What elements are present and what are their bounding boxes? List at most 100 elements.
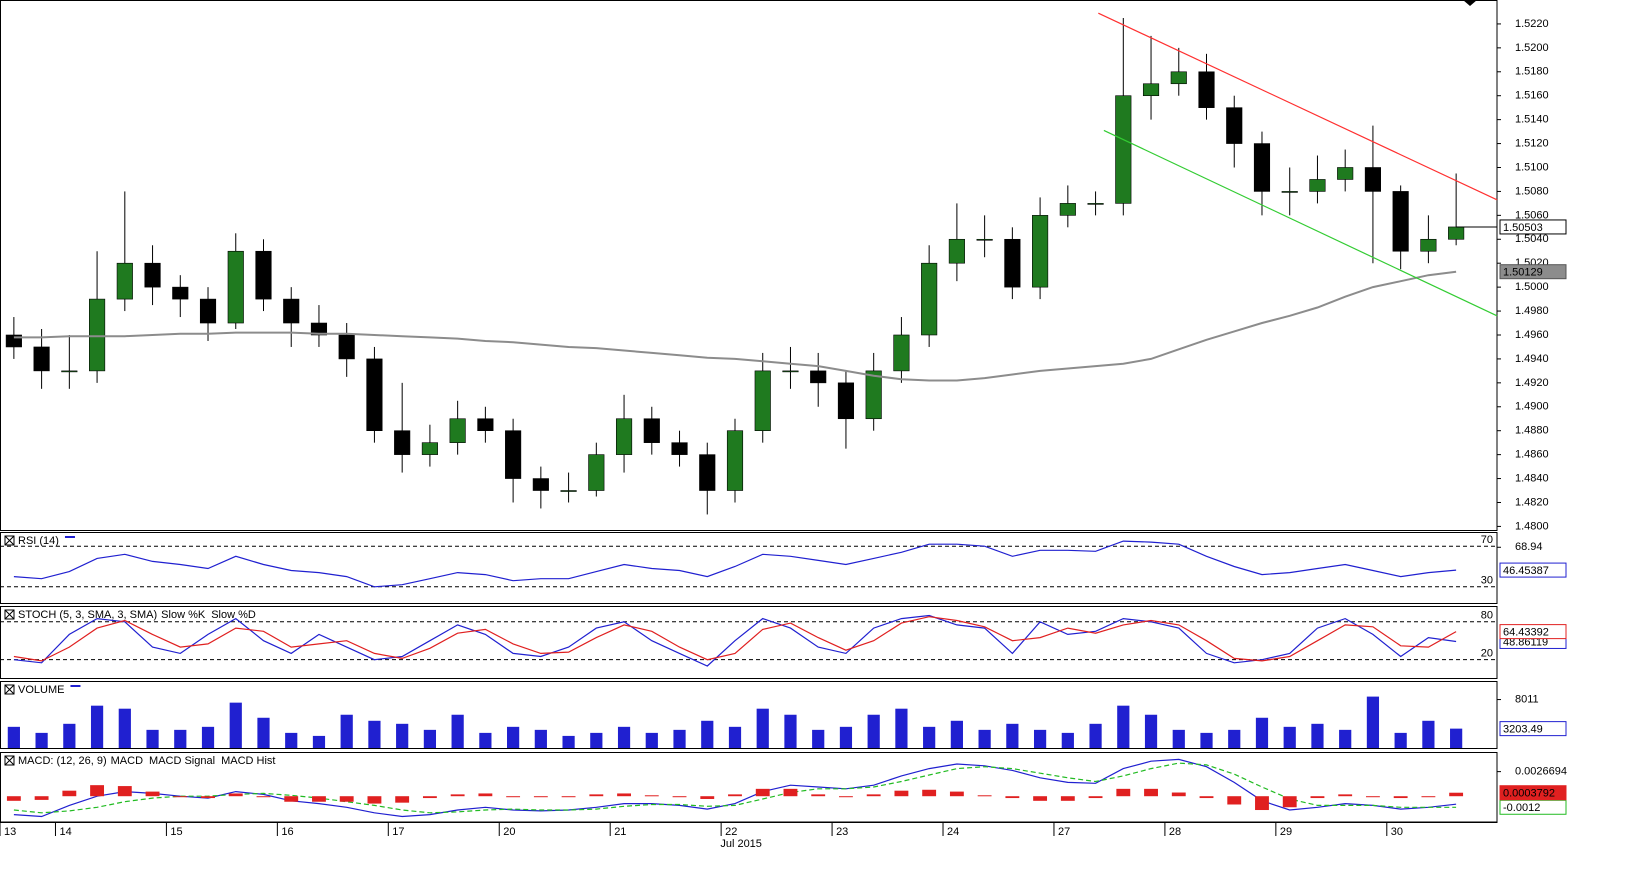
volume-bar — [1172, 729, 1185, 748]
volume-bar — [90, 705, 104, 748]
candle-body — [1337, 167, 1354, 180]
y-tick-label: 0.0026694 — [1515, 766, 1567, 778]
hist-bar — [256, 796, 271, 798]
x-tick-label: 24 — [947, 826, 959, 838]
hist-bar — [894, 790, 909, 797]
hist-bar — [922, 789, 937, 797]
y-tick-label: 1.4940 — [1515, 353, 1549, 365]
y-tick-label: 8011 — [1515, 693, 1539, 705]
y-tick-label: 1.5120 — [1515, 137, 1549, 149]
indicator-line — [13, 540, 1457, 588]
volume-bar — [1394, 732, 1407, 748]
hist-bar — [1282, 796, 1297, 808]
legend-entry: MACD Hist — [221, 755, 275, 767]
volume-bar — [257, 717, 270, 748]
volume-bar — [1255, 717, 1269, 748]
hist-bar — [1338, 794, 1353, 797]
x-tick-label: 28 — [1169, 826, 1181, 838]
hist-bar — [728, 794, 742, 797]
hist-bar — [700, 796, 715, 799]
x-tick-label: 29 — [1280, 826, 1292, 838]
y-tick-label: 1.5000 — [1515, 281, 1549, 293]
y-tick-label: 1.4860 — [1515, 449, 1549, 461]
candle-body — [1448, 226, 1465, 240]
volume-bar — [839, 726, 853, 748]
candle-body — [116, 262, 133, 300]
y-tick-label: 1.4900 — [1515, 401, 1549, 413]
x-tick-label: 14 — [59, 826, 71, 838]
scroll-marker — [1463, 0, 1477, 6]
candle-body — [1087, 203, 1104, 205]
level-label: 80 — [1481, 610, 1493, 622]
hist-bar — [228, 793, 243, 797]
value-box — [1499, 785, 1567, 801]
candle-body — [89, 298, 106, 372]
x-tick-label: 23 — [836, 826, 848, 838]
candle-body — [1115, 95, 1132, 204]
candle-body — [1170, 71, 1187, 85]
moving-average — [13, 270, 1457, 382]
volume-bar — [617, 726, 631, 748]
candle-body — [1142, 83, 1160, 97]
volume-bar — [895, 708, 908, 748]
volume-bar — [479, 732, 492, 748]
volume-bar — [1061, 732, 1074, 748]
hist-bar — [1144, 788, 1158, 797]
panel-title: VOLUME — [18, 684, 64, 696]
y-tick-label: 1.5220 — [1515, 18, 1549, 30]
y-tick-label: 1.5200 — [1515, 42, 1549, 54]
volume-bar — [1089, 723, 1102, 748]
hist-bar — [6, 796, 21, 801]
x-tick-label: 17 — [392, 826, 404, 838]
candle-body — [1032, 215, 1049, 288]
candle-body — [1198, 71, 1215, 108]
volume-bar — [201, 726, 215, 748]
candle-body — [726, 430, 744, 491]
hist-bar — [617, 793, 631, 797]
candle-body — [310, 322, 328, 336]
candle-body — [865, 370, 882, 420]
hist-bar — [1393, 796, 1408, 799]
hist-bar — [367, 796, 382, 804]
value-box — [1499, 799, 1567, 815]
y-tick-label: 1.4880 — [1515, 425, 1549, 437]
volume-bar — [285, 732, 298, 748]
candle-body — [338, 334, 355, 360]
x-tick-label: 16 — [281, 826, 293, 838]
volume-bar — [645, 732, 658, 748]
hist-bar — [145, 791, 160, 797]
legend-entry: MACD Signal — [149, 755, 215, 767]
candle-body — [615, 418, 633, 455]
candle-body — [1253, 143, 1271, 192]
hist-bar — [839, 796, 853, 798]
value-box-label: 46.45387 — [1503, 565, 1549, 577]
panel-toggle-x — [4, 755, 15, 766]
y-tick-label: 1.5180 — [1515, 66, 1549, 78]
y-tick-label: 1.4840 — [1515, 472, 1549, 484]
volume-bar — [1228, 729, 1241, 748]
x-tick-label: 13 — [4, 826, 16, 838]
candle-body — [1364, 167, 1381, 192]
hist-bar — [117, 786, 132, 797]
volume-bar — [756, 708, 769, 748]
panel-title: STOCH (5, 3, SMA, 3, SMA) — [18, 609, 157, 621]
candle-body — [283, 298, 300, 324]
y-tick-label: 1.4820 — [1515, 496, 1549, 508]
volume-bar — [562, 735, 575, 748]
x-tick-label: 15 — [170, 826, 182, 838]
panel-frame — [0, 0, 1498, 531]
y-tick-label: 1.4920 — [1515, 377, 1549, 389]
hist-bar — [755, 788, 770, 797]
candle-body — [588, 454, 605, 491]
hist-bar — [977, 795, 992, 797]
candle-body — [421, 442, 438, 455]
panel-legend: RSI (14) — [4, 535, 75, 547]
panel-toggle-x — [4, 684, 15, 695]
volume-bar — [590, 732, 603, 748]
value-box — [1499, 264, 1567, 280]
volume-bar — [368, 720, 381, 748]
panel-title: RSI (14) — [18, 535, 59, 547]
candle-body — [199, 298, 217, 324]
hist-bar — [478, 793, 493, 797]
value-box-label: 1.50129 — [1503, 267, 1543, 279]
